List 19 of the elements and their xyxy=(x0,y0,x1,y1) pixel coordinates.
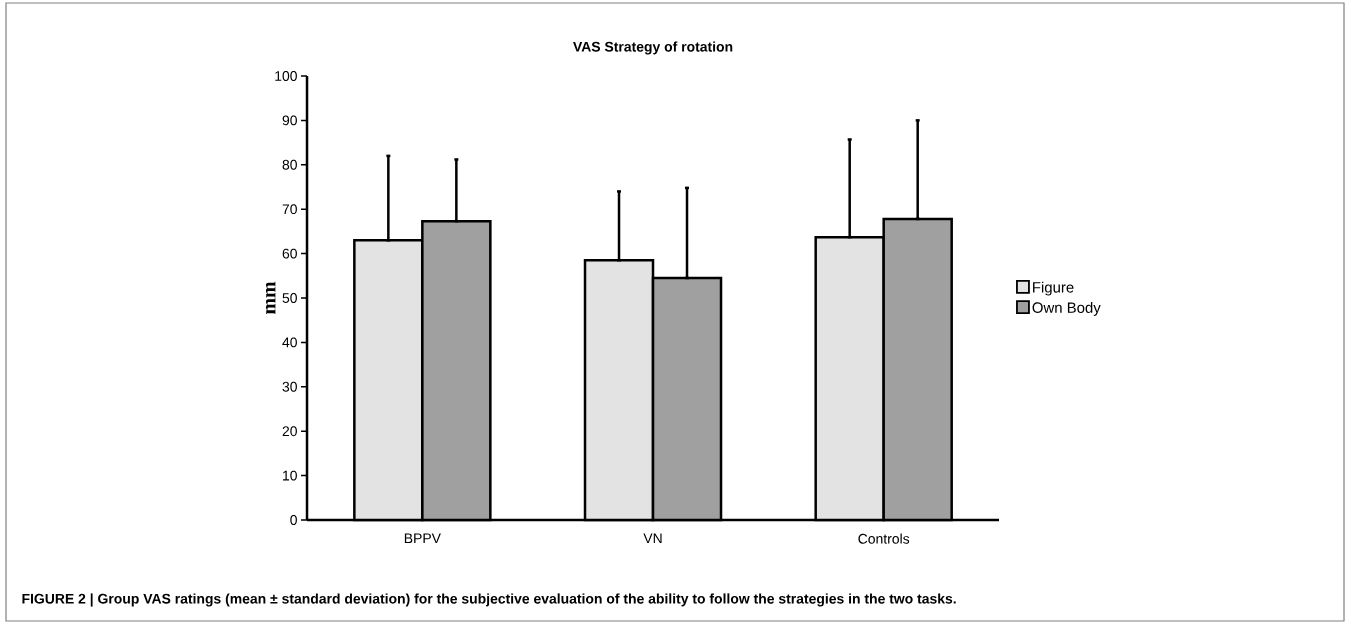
y-tick-label: 20 xyxy=(282,426,297,437)
x-tick-label: BPPV xyxy=(404,533,441,544)
y-tick-label: 80 xyxy=(282,159,297,170)
y-tick-label: 60 xyxy=(282,248,297,259)
y-tick-label: 30 xyxy=(282,381,297,392)
y-tick-label: 10 xyxy=(283,470,297,481)
caption: FIGURE 2 | Group VAS ratings (mean ± standard deviation) for the subjective evaluation of the ability to follow the strategies in the two tasks. xyxy=(22,593,956,607)
y-tick-label: 90 xyxy=(282,115,297,126)
y-axis-title: mm xyxy=(266,281,276,315)
y-tick-label: 100 xyxy=(275,71,297,81)
chart-title: VAS Strategy of rotation xyxy=(573,41,733,55)
x-tick-label: Controls xyxy=(858,533,910,544)
y-tick-label: 0 xyxy=(290,515,297,525)
y-tick-label: 50 xyxy=(282,293,297,303)
y-tick-label: 70 xyxy=(282,204,297,215)
y-tick-label: 40 xyxy=(282,337,297,348)
legend-label: Figure xyxy=(1033,281,1074,296)
x-tick-label: VN xyxy=(643,533,662,544)
legend-label: Own Body xyxy=(1032,301,1101,316)
